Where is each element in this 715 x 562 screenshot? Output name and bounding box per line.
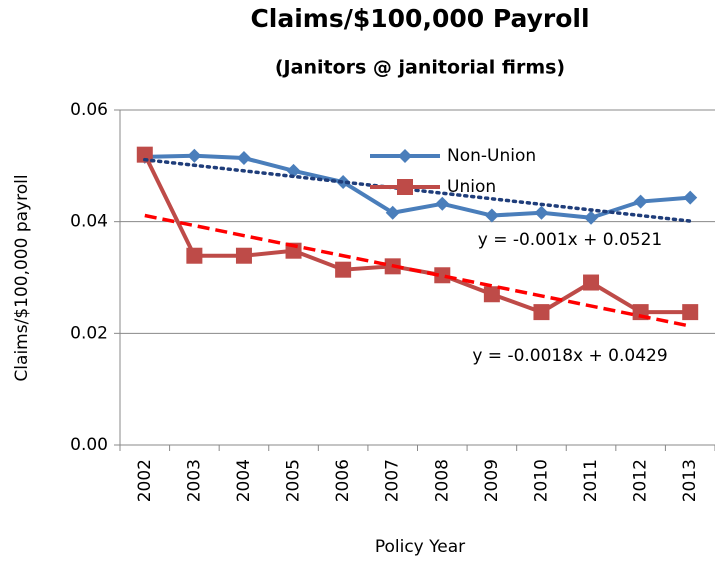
trendline: [143, 157, 692, 223]
y-tick-label: 0.06: [70, 100, 108, 120]
marker: [385, 205, 400, 220]
marker: [583, 274, 600, 291]
chart-title: Claims/$100,000 Payroll: [250, 4, 589, 33]
x-tick-label: 2009: [482, 459, 502, 502]
marker: [434, 267, 451, 284]
x-tick-label: 2006: [333, 459, 353, 502]
x-tick-label: 2004: [234, 459, 254, 502]
marker: [398, 149, 412, 163]
y-axis-title: Claims/$100,000 payroll: [12, 174, 32, 381]
marker: [335, 261, 352, 278]
marker: [186, 247, 203, 264]
trendline-equation: y = -0.001x + 0.0521: [478, 230, 663, 250]
marker: [682, 304, 699, 321]
marker: [483, 286, 500, 303]
legend-label: Non-Union: [447, 146, 536, 166]
x-tick-label: 2011: [581, 459, 601, 502]
chart-subtitle: (Janitors @ janitorial firms): [275, 57, 565, 79]
x-tick-label: 2003: [184, 459, 204, 502]
marker: [136, 146, 153, 163]
marker: [533, 304, 550, 321]
legend-label: Union: [447, 177, 496, 197]
marker: [435, 196, 450, 211]
marker: [633, 194, 648, 209]
marker: [683, 190, 698, 205]
marker: [484, 208, 499, 223]
series-line: [144, 153, 691, 220]
y-tick-label: 0.00: [70, 435, 108, 455]
x-tick-label: 2008: [432, 459, 452, 502]
x-tick-label: 2002: [135, 459, 155, 502]
marker: [534, 205, 549, 220]
x-tick-label: 2013: [680, 459, 700, 502]
trendline-equation: y = -0.0018x + 0.0429: [472, 346, 667, 366]
x-tick-label: 2005: [284, 459, 304, 502]
x-tick-label: 2012: [631, 459, 651, 502]
y-tick-label: 0.02: [70, 323, 108, 343]
marker: [235, 247, 252, 264]
marker: [397, 179, 413, 195]
trendline: [144, 213, 691, 328]
marker: [187, 148, 202, 163]
marker: [236, 151, 251, 166]
x-tick-label: 2010: [531, 459, 551, 502]
marker: [584, 210, 599, 225]
y-tick-label: 0.04: [70, 212, 108, 232]
x-axis-title: Policy Year: [375, 537, 465, 557]
x-tick-label: 2007: [383, 459, 403, 502]
marker: [286, 163, 301, 178]
